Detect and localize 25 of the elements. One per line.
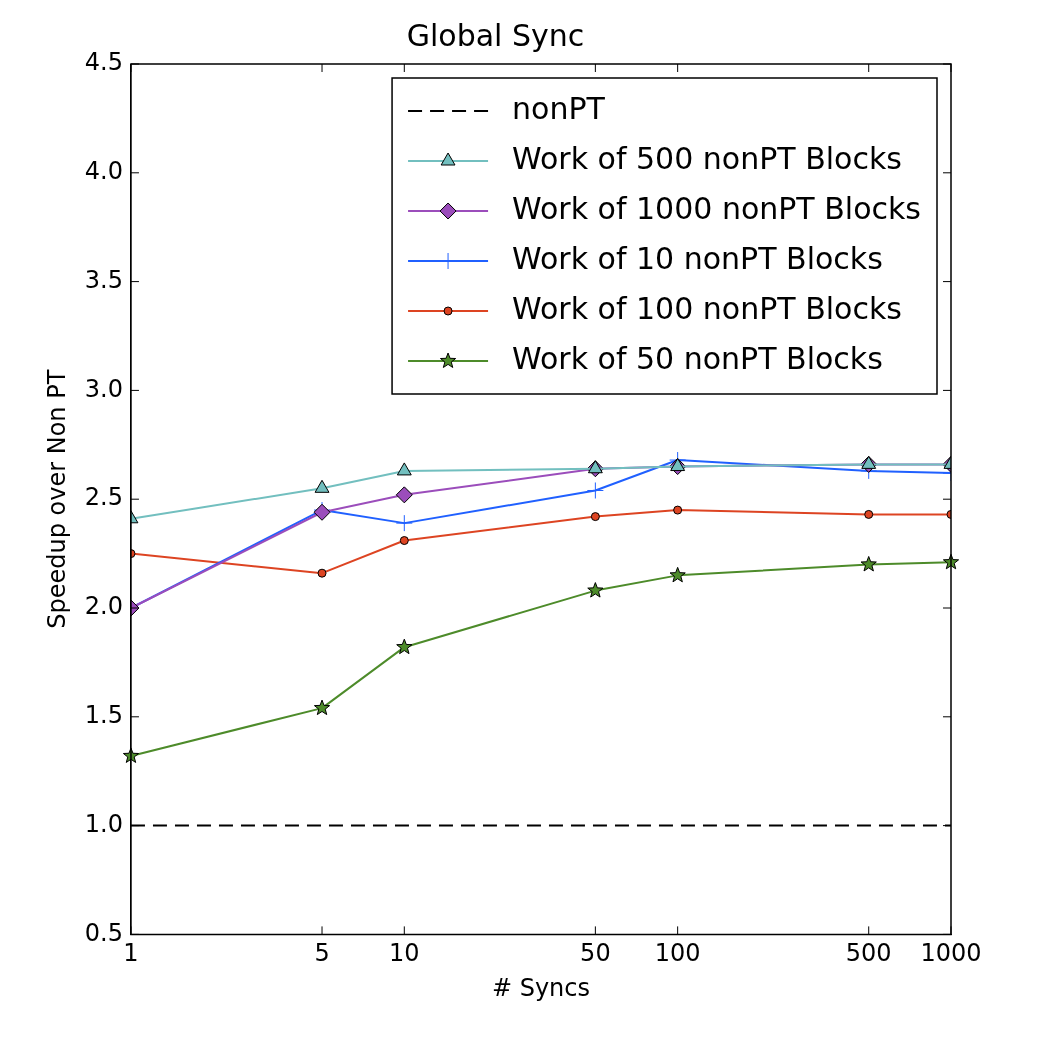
y-tick-label: 2.0	[84, 592, 123, 621]
y-tick-label: 3.5	[84, 265, 123, 294]
legend-label: Work of 10 nonPT Blocks	[512, 240, 883, 276]
legend-label: Work of 500 nonPT Blocks	[512, 140, 902, 176]
y-tick-label: 1.0	[84, 809, 123, 838]
legend-label: nonPT	[512, 90, 606, 126]
x-tick-label: 10	[389, 939, 420, 968]
x-axis-title: # Syncs	[491, 973, 591, 1002]
legend-label: Work of 100 nonPT Blocks	[512, 290, 902, 326]
chart-title: Global Sync	[406, 17, 585, 53]
legend-label: Work of 1000 nonPT Blocks	[512, 190, 922, 226]
y-tick-label: 1.5	[84, 701, 123, 730]
y-tick-label: 3.0	[84, 374, 123, 403]
x-tick-label: 1000	[920, 939, 982, 968]
x-tick-label: 100	[654, 939, 701, 968]
x-tick-label: 50	[580, 939, 611, 968]
y-tick-label: 0.5	[84, 918, 123, 947]
y-axis-title: Speedup over Non PT	[42, 369, 71, 629]
x-tick-label: 500	[845, 939, 892, 968]
x-tick-label: 1	[123, 939, 139, 968]
y-tick-label: 4.0	[84, 157, 123, 186]
y-tick-label: 4.5	[84, 48, 123, 77]
x-tick-label: 5	[314, 939, 330, 968]
y-tick-label: 2.5	[84, 483, 123, 512]
legend-label: Work of 50 nonPT Blocks	[512, 340, 883, 376]
